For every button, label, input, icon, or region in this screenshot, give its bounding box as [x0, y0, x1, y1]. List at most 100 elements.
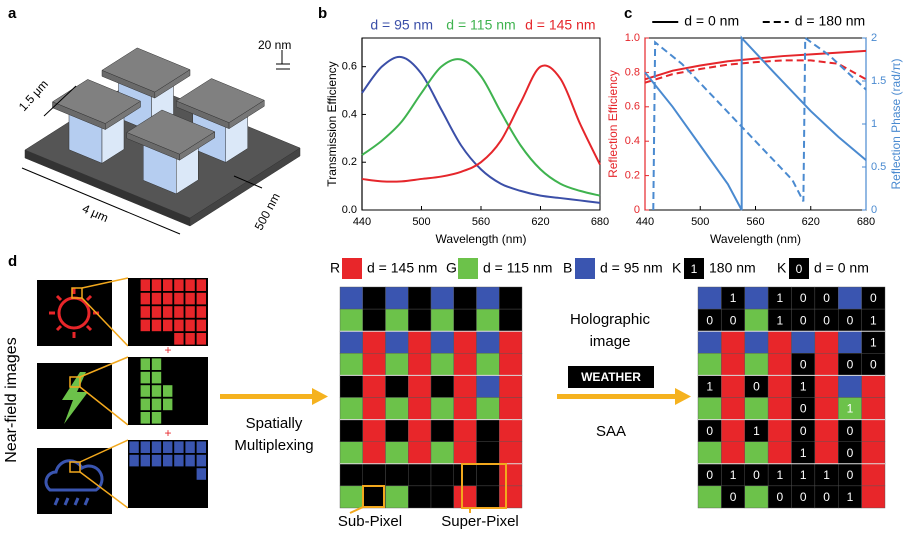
zoom-cell	[195, 332, 207, 346]
sub-pixel	[453, 375, 477, 398]
zoom-cell	[173, 291, 185, 306]
sub-pixel	[697, 441, 722, 465]
pixel-digit: 1	[730, 468, 737, 482]
pixel-digit: 1	[870, 313, 877, 327]
sub-pixel	[408, 441, 432, 465]
zoom-cell	[184, 278, 196, 292]
sub-pixel	[453, 441, 477, 465]
zoom-cell	[184, 318, 196, 333]
sub-pixel	[339, 353, 363, 376]
sub-pixel	[385, 375, 409, 398]
dim-label: 20 nm	[258, 38, 291, 52]
sub-pixel	[476, 441, 500, 465]
pixel-digit: 0	[800, 490, 807, 504]
x-tick-label: 500	[691, 216, 709, 228]
sub-pixel	[430, 463, 454, 487]
series-line	[644, 49, 867, 81]
sub-pixel	[362, 419, 386, 442]
x-axis-label: Wavelength (nm)	[710, 232, 801, 246]
pixel-digit: 0	[847, 446, 854, 460]
pixel-digit: 0	[847, 358, 854, 372]
plots: 440 500 560 620 680 Wavelength (nm) 0.0 0.2 0.4 0…	[325, 13, 903, 246]
sub-pixel	[721, 331, 745, 354]
x-axis-label: Wavelength (nm)	[436, 232, 527, 246]
legend-key: K	[777, 260, 787, 276]
sub-pixel	[362, 308, 386, 332]
sub-pixel	[861, 463, 886, 487]
zoom-cell	[162, 384, 174, 398]
sub-pixel	[339, 286, 363, 310]
legend-key: K	[672, 260, 682, 276]
zoom-cell	[173, 318, 185, 333]
pixel-digit: 1	[823, 468, 830, 482]
cap	[51, 79, 142, 124]
legend-key: B	[563, 260, 572, 276]
zoom-cell	[184, 291, 196, 306]
pixel-digit: 1	[776, 313, 783, 327]
zoom-cell	[128, 453, 140, 468]
pixel-digit: 0	[823, 490, 830, 504]
y2-tick-label: 2	[871, 32, 877, 44]
sub-pixel	[697, 331, 722, 354]
sub-pixel	[362, 286, 386, 310]
legend-digit: 1	[691, 262, 698, 276]
sub-pixel	[430, 375, 454, 398]
sub-pixel	[339, 375, 363, 398]
sub-pixel	[697, 485, 722, 509]
pixel-digit: 0	[776, 490, 783, 504]
sub-pixel	[362, 331, 386, 354]
sub-pixel	[721, 419, 745, 442]
zoom-cell	[150, 411, 162, 425]
holo-label: Holographic	[570, 311, 651, 328]
pixel-digit: 0	[706, 468, 713, 482]
zoom-cell	[139, 305, 151, 319]
zoom-cell	[184, 305, 196, 319]
zoom-cell	[184, 453, 196, 468]
x-tick-label: 560	[746, 216, 764, 228]
sub-pixel	[499, 397, 523, 420]
sub-pixel	[339, 331, 363, 354]
pixel-digit: 0	[800, 358, 807, 372]
sub-pixel	[721, 397, 745, 420]
series-line	[361, 55, 601, 204]
pixel-digit: 0	[870, 291, 877, 305]
side-label: Near-field images	[3, 337, 20, 462]
sub-pixel	[362, 441, 386, 465]
series-line	[361, 58, 601, 197]
sub-pixel	[385, 308, 409, 332]
zoom-cell	[162, 440, 174, 454]
sub-pixel	[385, 286, 409, 310]
zoom-cell	[150, 305, 162, 319]
sub-pixel	[499, 331, 523, 354]
pixel-digit: 1	[776, 291, 783, 305]
sub-pixel	[814, 353, 839, 376]
sub-pixel	[861, 485, 886, 509]
sub-pixel	[499, 308, 523, 332]
zoom-cell	[162, 291, 174, 306]
sub-pixel	[430, 308, 454, 332]
pixel-digit: 1	[800, 468, 807, 482]
sub-pixel	[499, 463, 523, 487]
sub-pixel	[476, 308, 500, 332]
sub-pixel	[408, 397, 432, 420]
legend-label: 180 nm	[709, 260, 756, 276]
sub-pixel	[814, 375, 839, 398]
sub-pixel	[767, 375, 792, 398]
sub-pixel	[362, 463, 386, 487]
zoom-cell	[139, 370, 151, 385]
sub-pixel	[339, 419, 363, 442]
legend-swatch	[342, 258, 362, 279]
dimension-lines	[21, 50, 290, 235]
y2-tick-label: 1	[871, 118, 877, 130]
y-tick-label: 0.0	[342, 204, 357, 216]
sub-pixel	[744, 331, 769, 354]
sub-pixel	[453, 485, 477, 509]
legend-label: d = 95 nm	[370, 17, 433, 33]
sub-pixel	[408, 308, 432, 332]
bolt-icon	[62, 372, 88, 424]
legend-digit: 0	[796, 262, 803, 276]
sub-pixel	[767, 441, 792, 465]
series-line	[644, 59, 867, 84]
zoom-cell	[195, 278, 207, 292]
